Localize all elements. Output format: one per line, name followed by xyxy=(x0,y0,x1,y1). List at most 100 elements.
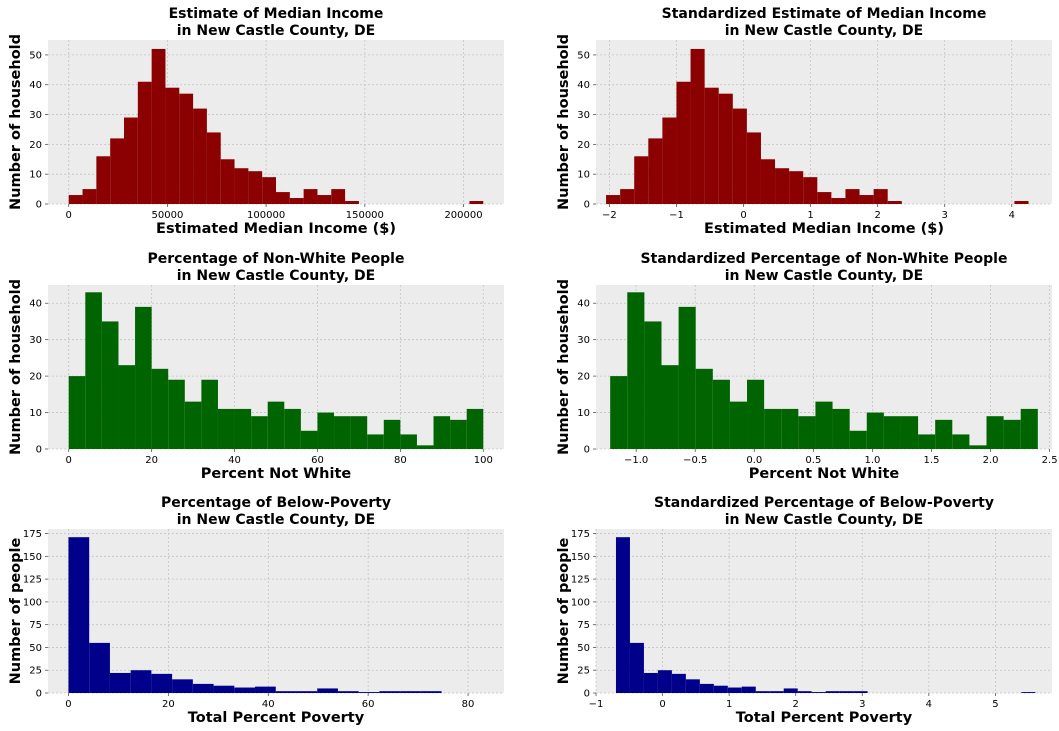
x-tick-label: 3 xyxy=(942,210,948,221)
histogram-bar xyxy=(671,673,686,693)
y-tick-label: 40 xyxy=(29,299,42,310)
histogram-bar xyxy=(179,93,194,204)
histogram-bar xyxy=(760,159,776,204)
x-tick-label: 100 xyxy=(474,455,493,466)
histogram-bar xyxy=(450,419,467,449)
histogram-bar xyxy=(918,434,936,449)
histogram-bar xyxy=(317,688,338,693)
chart-title: in New Castle County, DE xyxy=(177,23,376,39)
y-tick-label: 175 xyxy=(571,529,590,540)
histogram-bar xyxy=(661,365,679,449)
y-tick-label: 10 xyxy=(577,408,590,419)
histogram-bar xyxy=(775,168,790,204)
histogram-bar xyxy=(713,685,728,693)
histogram-bar xyxy=(255,686,276,693)
x-tick-label: 1 xyxy=(726,699,732,710)
histogram-bar xyxy=(379,691,401,693)
histogram-bar xyxy=(201,379,218,449)
chart-title: in New Castle County, DE xyxy=(725,512,924,528)
histogram-bar xyxy=(110,138,124,204)
histogram-bar xyxy=(712,379,730,449)
x-tick-label: 2 xyxy=(874,210,880,221)
histogram-bar xyxy=(118,365,136,449)
y-tick-label: 40 xyxy=(577,80,590,91)
histogram-bar xyxy=(727,687,742,693)
histogram-bar xyxy=(1021,692,1036,693)
histogram-bar xyxy=(234,408,252,449)
histogram-bar xyxy=(192,683,214,693)
histogram-bar xyxy=(296,691,318,693)
histogram-bar xyxy=(68,195,83,204)
y-tick-label: 25 xyxy=(29,666,42,677)
x-tick-label: 0 xyxy=(66,210,72,221)
x-tick-label: 60 xyxy=(362,699,375,710)
histogram-bar xyxy=(383,419,401,449)
chart-title: Percentage of Non-White People xyxy=(148,251,405,267)
histogram-bar xyxy=(764,408,782,449)
y-tick-label: 50 xyxy=(29,50,42,61)
y-tick-label: 50 xyxy=(577,50,590,61)
histogram-bar xyxy=(695,368,713,449)
histogram-bar xyxy=(769,691,784,693)
y-tick-label: 0 xyxy=(36,689,42,700)
x-tick-label: 0 xyxy=(740,210,746,221)
x-axis-label: Percent Not White xyxy=(749,466,900,482)
histogram-bar xyxy=(109,672,131,693)
histogram-bar xyxy=(466,408,484,449)
histogram-bar xyxy=(803,177,818,204)
histogram-bar xyxy=(184,401,202,449)
histogram-bar xyxy=(151,673,173,693)
histogram-bar xyxy=(732,108,747,204)
y-axis-label: Number of people xyxy=(556,538,572,685)
y-tick-label: 30 xyxy=(29,335,42,346)
panel-3: 0 20 40 60 80 100 0 10 20 30 40 Percentage of Non-W… xyxy=(8,251,504,482)
histogram-bar xyxy=(832,408,850,449)
histogram-bar xyxy=(883,416,901,449)
y-axis-label: Number of household xyxy=(556,34,572,210)
histogram-bar xyxy=(151,368,169,449)
histogram-bar xyxy=(350,416,368,449)
histogram-bar xyxy=(345,201,359,204)
histogram-bar xyxy=(1014,201,1029,204)
x-axis-label: Estimated Median Income ($) xyxy=(704,221,944,237)
histogram-bar xyxy=(400,434,417,449)
chart-title: Standardized Estimate of Median Income xyxy=(662,6,987,22)
histogram-bar xyxy=(648,138,663,204)
y-tick-label: 30 xyxy=(29,110,42,121)
x-tick-label: 40 xyxy=(228,455,241,466)
histogram-bar xyxy=(789,171,804,204)
panel-5: 0 20 40 60 80 0 25 50 75 100 125 150 175 Percentage o… xyxy=(8,495,691,726)
histogram-bar xyxy=(151,48,166,205)
y-tick-label: 40 xyxy=(577,299,590,310)
histogram-bar xyxy=(952,434,970,449)
histogram-bar xyxy=(859,195,874,204)
x-tick-label: −1.0 xyxy=(624,455,648,466)
y-tick-label: 50 xyxy=(577,643,590,654)
panel-1: 0 50000 100000 150000 200000 0 10 20 30 40 50 Estim… xyxy=(8,6,504,237)
histogram-bar xyxy=(610,376,628,449)
histogram-bar xyxy=(276,192,290,204)
histogram-bar xyxy=(849,430,867,449)
histogram-bar xyxy=(685,679,700,693)
x-tick-label: −2 xyxy=(602,210,617,221)
y-tick-label: 150 xyxy=(23,552,42,563)
plot-area xyxy=(596,529,1052,693)
y-tick-label: 0 xyxy=(584,689,590,700)
histogram-bar xyxy=(234,168,249,204)
histogram-bar xyxy=(85,292,102,449)
histogram-bar xyxy=(1020,408,1038,449)
x-axis-label: Percent Not White xyxy=(201,466,352,482)
x-tick-label: 4 xyxy=(1009,210,1015,221)
histogram-bar xyxy=(89,642,110,693)
histogram-bar xyxy=(986,416,1004,449)
y-tick-label: 20 xyxy=(577,140,590,151)
histogram-bar xyxy=(300,430,318,449)
histogram-bar xyxy=(172,679,193,693)
histogram-bar xyxy=(135,306,152,449)
histogram-bar xyxy=(433,416,451,449)
chart-title: Percentage of Below-Poverty xyxy=(161,495,391,511)
histogram-bar xyxy=(262,177,276,204)
histogram-bar xyxy=(317,195,332,204)
histogram-bar xyxy=(420,691,442,693)
